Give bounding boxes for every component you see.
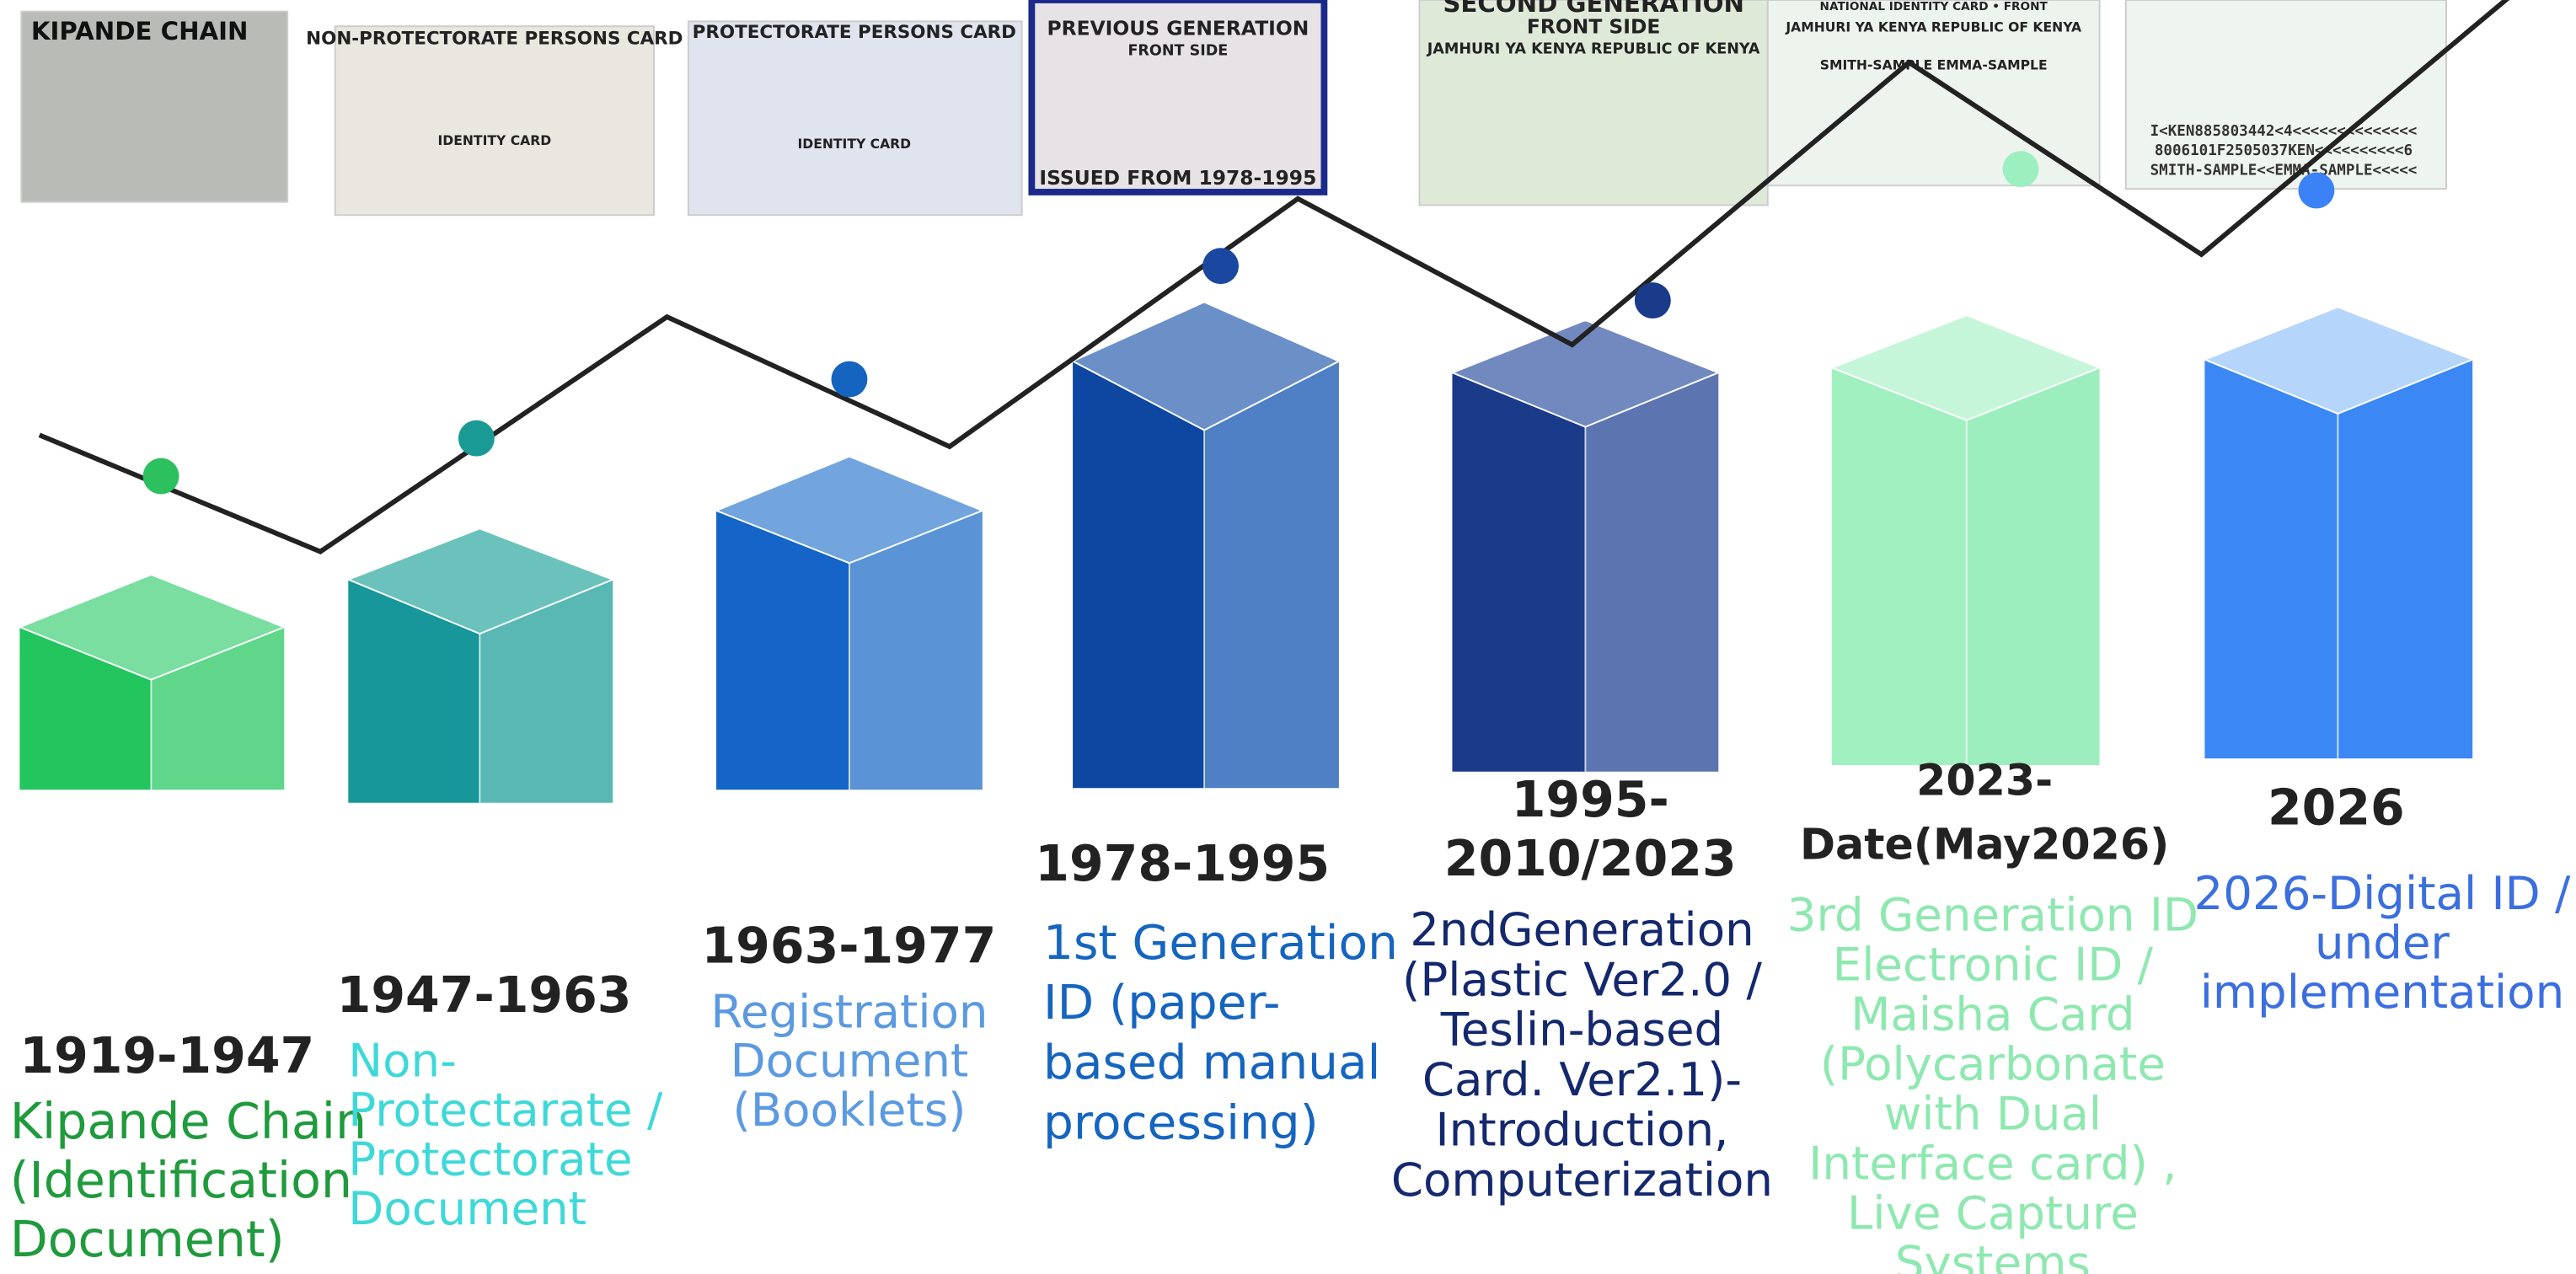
infographic: KIPANDE CHAIN NON-PROTECTORATE PERSONS CA…	[0, 0, 2576, 1274]
card-caption: JAMHURI YA KENYA REPUBLIC OF KENYA	[1427, 40, 1760, 57]
period-years: 1919-1947	[19, 1027, 314, 1084]
card-caption: 8006101F2505037KEN<<<<<<<<<<6	[2155, 142, 2413, 159]
period-description: Document	[348, 1181, 586, 1235]
period-years: 1978-1995	[1035, 835, 1330, 892]
period-description: 2026-Digital ID /	[2194, 866, 2571, 920]
card-caption: SMITH-SAMPLE EMMA-SAMPLE	[1820, 57, 2048, 72]
period-description: (Identification	[10, 1152, 352, 1209]
period-description: Kipande Chain	[10, 1093, 367, 1150]
period-years: 1947-1963	[337, 966, 632, 1024]
cube-front	[2204, 360, 2338, 758]
card-caption: FRONT SIDE	[1127, 42, 1228, 59]
timeline-dot	[458, 420, 495, 457]
period-description: Computerization	[1391, 1153, 1773, 1207]
period-years: 2026	[2268, 779, 2405, 837]
card-caption: FRONT SIDE	[1527, 15, 1660, 39]
cube-side	[2338, 360, 2472, 758]
period-description: (Polycarbonate	[1820, 1036, 2166, 1090]
timeline-dot	[832, 361, 868, 398]
period-description: Interface card) ,	[1808, 1137, 2177, 1191]
timeline-dot	[1635, 282, 1671, 318]
period-description: Protectorate	[348, 1132, 632, 1186]
period-description: (Plastic Ver2.0 /	[1402, 952, 1762, 1006]
period-description: Registration	[710, 984, 988, 1038]
period-description: Electronic ID /	[1833, 937, 2154, 991]
card-caption: PREVIOUS GENERATION	[1047, 17, 1309, 40]
period-description: 2ndGeneration	[1410, 902, 1754, 956]
card-caption: NON-PROTECTORATE PERSONS CARD	[306, 29, 683, 50]
period-years: 1963-1977	[701, 917, 996, 974]
period-years: 1995-	[1512, 771, 1669, 828]
period-description: 3rd Generation ID	[1787, 887, 2198, 941]
period-description: processing)	[1043, 1095, 1319, 1150]
card-caption: IDENTITY CARD	[438, 133, 552, 148]
card-image	[335, 26, 654, 215]
cube-front	[1832, 367, 1967, 765]
cube-front	[1452, 372, 1585, 771]
card-caption: ISSUED FROM 1978-1995	[1039, 166, 1316, 190]
cube-front	[1073, 361, 1204, 789]
card-caption: PROTECTORATE PERSONS CARD	[693, 22, 1016, 43]
period-description: 1st Generation	[1043, 916, 1398, 971]
card-caption: NATIONAL IDENTITY CARD • FRONT	[1820, 0, 2048, 13]
page: {"images": [ {"caption": ["KIPANDE CHAIN…	[0, 0, 2576, 1274]
period-description: Protectarate /	[348, 1083, 663, 1137]
period-years: Date(May2026)	[1800, 819, 2169, 869]
card-caption: I<KEN885803442<4<<<<<<<<<<<<<<	[2150, 123, 2418, 140]
period-description: Systems	[1895, 1236, 2091, 1274]
period-description: Document	[731, 1034, 969, 1088]
cube-side	[1967, 367, 2100, 765]
timeline-dot	[2299, 173, 2335, 209]
period-years: 2023-	[1916, 755, 2053, 805]
card-image	[688, 21, 1022, 215]
card-caption: JAMHURI YA KENYA REPUBLIC OF KENYA	[1785, 20, 2081, 35]
card-caption: KIPANDE CHAIN	[31, 17, 249, 46]
period-description: with Dual	[1884, 1086, 2102, 1140]
period-description: (Booklets)	[732, 1083, 966, 1137]
timeline-dot	[1202, 248, 1239, 284]
timeline-dot	[2003, 151, 2039, 187]
period-description: Live Capture	[1847, 1186, 2139, 1240]
period-description: Card. Ver2.1)-	[1422, 1052, 1742, 1106]
period-description: under	[2315, 915, 2450, 969]
period-description: Teslin-based	[1440, 1003, 1723, 1057]
period-years: 2010/2023	[1444, 830, 1737, 887]
period-description: ID (paper-	[1043, 976, 1280, 1030]
card-caption: SMITH-SAMPLE<<EMMA-SAMPLE<<<<<	[2150, 163, 2418, 179]
period-description: implementation	[2200, 965, 2564, 1019]
cube-side	[1204, 361, 1339, 789]
period-description: Non-	[348, 1034, 457, 1088]
period-description: based manual	[1043, 1036, 1380, 1090]
period-description: Introduction,	[1436, 1103, 1729, 1157]
timeline-dot	[143, 458, 179, 495]
card-caption: IDENTITY CARD	[797, 136, 911, 152]
period-description: Document)	[10, 1211, 285, 1268]
period-description: Maisha Card	[1850, 987, 2134, 1041]
card-image	[2126, 0, 2446, 189]
cube-side	[1585, 372, 1718, 771]
